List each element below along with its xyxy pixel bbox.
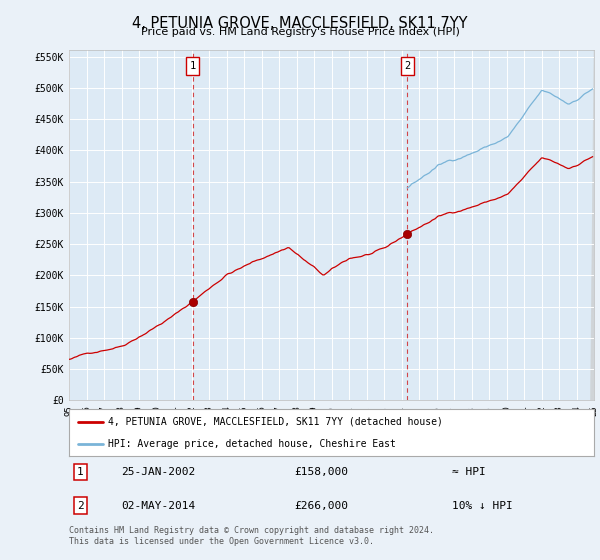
Text: 4, PETUNIA GROVE, MACCLESFIELD, SK11 7YY: 4, PETUNIA GROVE, MACCLESFIELD, SK11 7YY	[132, 16, 468, 31]
Text: 1: 1	[77, 467, 84, 477]
Text: 2: 2	[77, 501, 84, 511]
Text: 02-MAY-2014: 02-MAY-2014	[121, 501, 196, 511]
Text: 25-JAN-2002: 25-JAN-2002	[121, 467, 196, 477]
Text: ≈ HPI: ≈ HPI	[452, 467, 486, 477]
Text: HPI: Average price, detached house, Cheshire East: HPI: Average price, detached house, Ches…	[109, 438, 396, 449]
Text: Contains HM Land Registry data © Crown copyright and database right 2024.
This d: Contains HM Land Registry data © Crown c…	[69, 526, 434, 546]
Text: Price paid vs. HM Land Registry's House Price Index (HPI): Price paid vs. HM Land Registry's House …	[140, 27, 460, 37]
Text: £158,000: £158,000	[295, 467, 349, 477]
Text: 1: 1	[190, 61, 196, 71]
Text: 4, PETUNIA GROVE, MACCLESFIELD, SK11 7YY (detached house): 4, PETUNIA GROVE, MACCLESFIELD, SK11 7YY…	[109, 417, 443, 427]
Text: 10% ↓ HPI: 10% ↓ HPI	[452, 501, 513, 511]
Text: £266,000: £266,000	[295, 501, 349, 511]
Text: 2: 2	[404, 61, 410, 71]
